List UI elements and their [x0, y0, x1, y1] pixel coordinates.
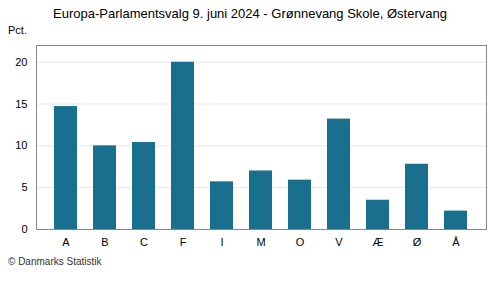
svg-text:0: 0	[21, 223, 27, 235]
svg-text:Å: Å	[452, 236, 460, 248]
html-text:© Danmarks Statistik: © Danmarks Statistik	[8, 256, 102, 267]
svg-text:5: 5	[21, 181, 27, 193]
svg-text:O: O	[296, 236, 305, 248]
svg-text:F: F	[180, 236, 187, 248]
svg-text:I: I	[220, 236, 223, 248]
svg-text:M: M	[256, 236, 265, 248]
svg-text:20: 20	[15, 56, 27, 68]
svg-text:Ø: Ø	[413, 236, 422, 248]
svg-text:Æ: Æ	[373, 236, 384, 248]
svg-text:V: V	[335, 236, 343, 248]
svg-text:15: 15	[15, 98, 27, 110]
html-text:Europa-Parlamentsvalg 9. juni: Europa-Parlamentsvalg 9. juni 2024 - Grø…	[53, 6, 447, 21]
svg-text:B: B	[101, 236, 108, 248]
svg-text:C: C	[140, 236, 148, 248]
svg-text:A: A	[62, 236, 70, 248]
svg-text:10: 10	[15, 139, 27, 151]
html-text:Pct.: Pct.	[8, 24, 27, 36]
